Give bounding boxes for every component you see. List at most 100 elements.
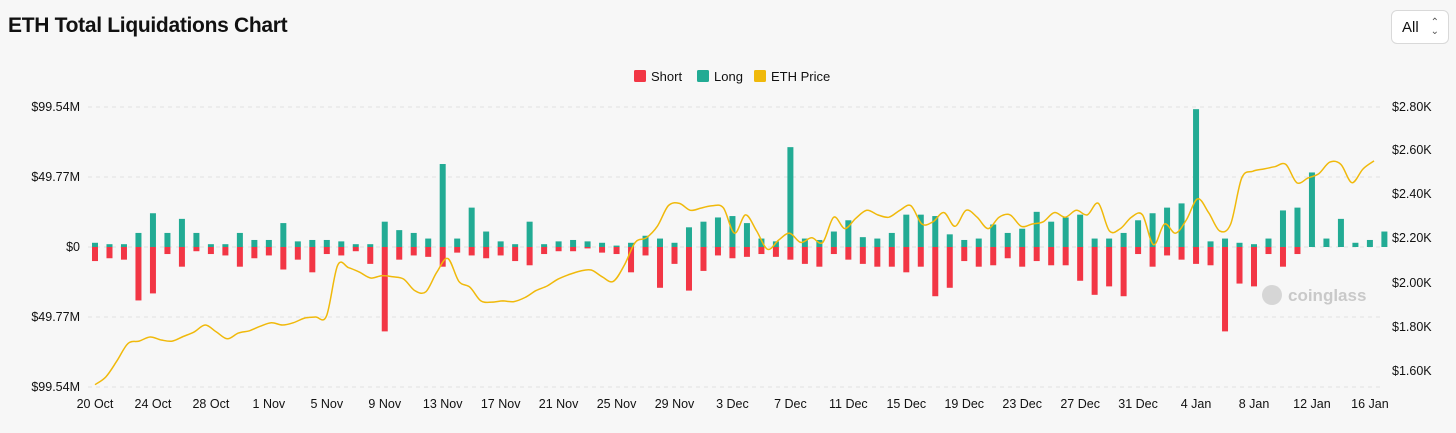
long-bar xyxy=(178,218,185,247)
long-bar xyxy=(787,147,794,247)
chevron-updown-icon: ⌃ ⌄ xyxy=(1430,17,1439,37)
long-bar xyxy=(541,244,548,247)
long-bar xyxy=(1135,220,1142,247)
short-bar xyxy=(801,247,808,264)
short-bar xyxy=(526,247,533,266)
short-bar xyxy=(1135,247,1142,255)
y-right-tick: $2.40K xyxy=(1392,187,1432,201)
long-bar xyxy=(92,242,98,247)
coinglass-logo-icon xyxy=(1262,285,1282,305)
long-bar xyxy=(352,244,359,247)
x-tick: 8 Jan xyxy=(1239,397,1270,411)
short-bar xyxy=(1091,247,1098,295)
short-bar xyxy=(468,247,475,256)
long-bar xyxy=(1279,210,1286,247)
legend-swatch xyxy=(697,70,709,82)
long-bar xyxy=(772,241,779,247)
short-bar xyxy=(758,247,765,255)
short-bar xyxy=(1279,247,1286,267)
short-bar xyxy=(454,247,461,253)
long-bar xyxy=(584,241,591,247)
x-tick: 31 Dec xyxy=(1118,397,1158,411)
long-bar xyxy=(454,238,461,247)
short-bar xyxy=(193,247,200,252)
short-bar xyxy=(555,247,562,252)
short-bar xyxy=(975,247,982,267)
long-bar xyxy=(1207,241,1214,247)
long-bar xyxy=(1381,231,1388,247)
short-bar xyxy=(1120,247,1127,297)
short-bar xyxy=(207,247,214,255)
long-bar xyxy=(1091,238,1098,247)
long-bar xyxy=(671,242,678,247)
watermark-text: coinglass xyxy=(1288,286,1366,305)
long-bar xyxy=(164,232,171,247)
long-bar xyxy=(497,241,504,247)
short-bar xyxy=(888,247,895,267)
long-bar xyxy=(193,232,200,247)
long-bar xyxy=(714,217,721,247)
long-bar xyxy=(845,220,852,247)
short-bar xyxy=(1062,247,1069,266)
long-bar xyxy=(135,232,142,247)
short-bar xyxy=(816,247,823,267)
long-bar xyxy=(309,239,316,247)
long-bar xyxy=(1077,214,1084,247)
liquidation-bars xyxy=(92,109,1388,332)
long-bar xyxy=(1323,238,1330,247)
short-bar xyxy=(164,247,171,255)
long-bar xyxy=(106,244,113,247)
long-bar xyxy=(599,242,606,247)
y-left-tick: $99.54M xyxy=(31,380,80,394)
long-bar xyxy=(1004,232,1011,247)
x-axis-ticks: 20 Oct 24 Oct 28 Oct 1 Nov 5 Nov 9 Nov 13 Nov 1… xyxy=(77,397,1389,411)
short-bar xyxy=(265,247,272,256)
y-right-tick: $2.60K xyxy=(1392,143,1432,157)
short-bar xyxy=(381,247,388,332)
long-bar xyxy=(859,237,866,247)
long-bar xyxy=(1062,217,1069,247)
long-bar xyxy=(483,231,490,247)
short-bar xyxy=(541,247,548,255)
long-bar xyxy=(1149,213,1156,247)
long-bar xyxy=(628,242,635,247)
long-bar xyxy=(468,207,475,247)
x-tick: 4 Jan xyxy=(1181,397,1212,411)
short-bar xyxy=(859,247,866,264)
short-bar xyxy=(1294,247,1301,255)
y-right-tick: $2.00K xyxy=(1392,276,1432,290)
x-tick: 21 Nov xyxy=(539,397,579,411)
long-bar xyxy=(758,238,765,247)
long-bar xyxy=(801,238,808,247)
short-bar xyxy=(1004,247,1011,259)
short-bar xyxy=(1149,247,1156,267)
long-bar xyxy=(990,224,997,247)
short-bar xyxy=(439,247,446,267)
x-tick: 13 Nov xyxy=(423,397,463,411)
time-range-select[interactable]: All ⌃ ⌄ xyxy=(1391,10,1449,44)
long-bar xyxy=(961,239,968,247)
long-bar xyxy=(439,164,446,247)
short-bar xyxy=(251,247,258,259)
long-bar xyxy=(280,223,287,247)
long-bar xyxy=(1033,211,1040,247)
long-bar xyxy=(657,238,664,247)
long-bar xyxy=(946,234,953,247)
short-bar xyxy=(1178,247,1185,260)
short-bar xyxy=(396,247,403,260)
short-bar xyxy=(584,247,591,249)
long-bar xyxy=(642,235,649,247)
coinglass-watermark: coinglass xyxy=(1262,285,1366,305)
long-bar xyxy=(1178,203,1185,247)
short-bar xyxy=(990,247,997,266)
short-bar xyxy=(787,247,794,260)
short-bar xyxy=(1207,247,1214,266)
y-left-tick: $0 xyxy=(66,240,80,254)
short-bar xyxy=(92,247,98,262)
short-bar xyxy=(120,247,127,260)
short-bar xyxy=(874,247,881,267)
long-bar xyxy=(1019,228,1026,247)
short-bar xyxy=(222,247,229,256)
long-bar xyxy=(975,238,982,247)
short-bar xyxy=(1164,247,1171,256)
